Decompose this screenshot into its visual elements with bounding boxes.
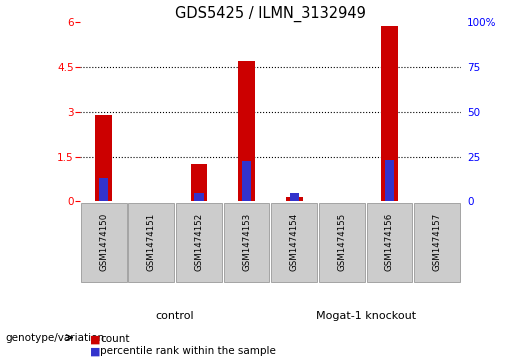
Bar	[286, 197, 302, 201]
Bar	[194, 193, 203, 201]
Text: GSM1474150: GSM1474150	[99, 213, 108, 272]
Bar	[128, 203, 174, 282]
Text: count: count	[100, 334, 130, 344]
Bar	[176, 203, 222, 282]
Bar	[242, 161, 251, 201]
Bar	[381, 26, 398, 201]
Bar	[224, 203, 269, 282]
Text: percentile rank within the sample: percentile rank within the sample	[100, 346, 277, 356]
Bar	[271, 203, 317, 282]
Text: GSM1474151: GSM1474151	[147, 213, 156, 272]
Text: GSM1474155: GSM1474155	[337, 213, 346, 272]
Title: GDS5425 / ILMN_3132949: GDS5425 / ILMN_3132949	[175, 5, 366, 22]
Bar	[238, 61, 255, 201]
Text: GSM1474156: GSM1474156	[385, 213, 394, 272]
Bar	[191, 164, 207, 201]
Text: control: control	[156, 311, 195, 321]
Bar	[367, 203, 413, 282]
Text: GSM1474152: GSM1474152	[195, 213, 203, 272]
Bar	[81, 203, 127, 282]
Text: GSM1474157: GSM1474157	[433, 213, 441, 272]
Bar	[414, 203, 460, 282]
Bar	[99, 178, 108, 201]
Text: GSM1474154: GSM1474154	[290, 213, 299, 272]
Text: ■: ■	[90, 334, 100, 344]
Bar	[319, 203, 365, 282]
Text: ■: ■	[90, 346, 100, 356]
Text: Mogat-1 knockout: Mogat-1 knockout	[316, 311, 416, 321]
Bar	[385, 160, 394, 201]
Bar	[95, 115, 112, 201]
Text: genotype/variation: genotype/variation	[5, 333, 104, 343]
Text: GSM1474153: GSM1474153	[242, 213, 251, 272]
Bar	[289, 193, 299, 201]
